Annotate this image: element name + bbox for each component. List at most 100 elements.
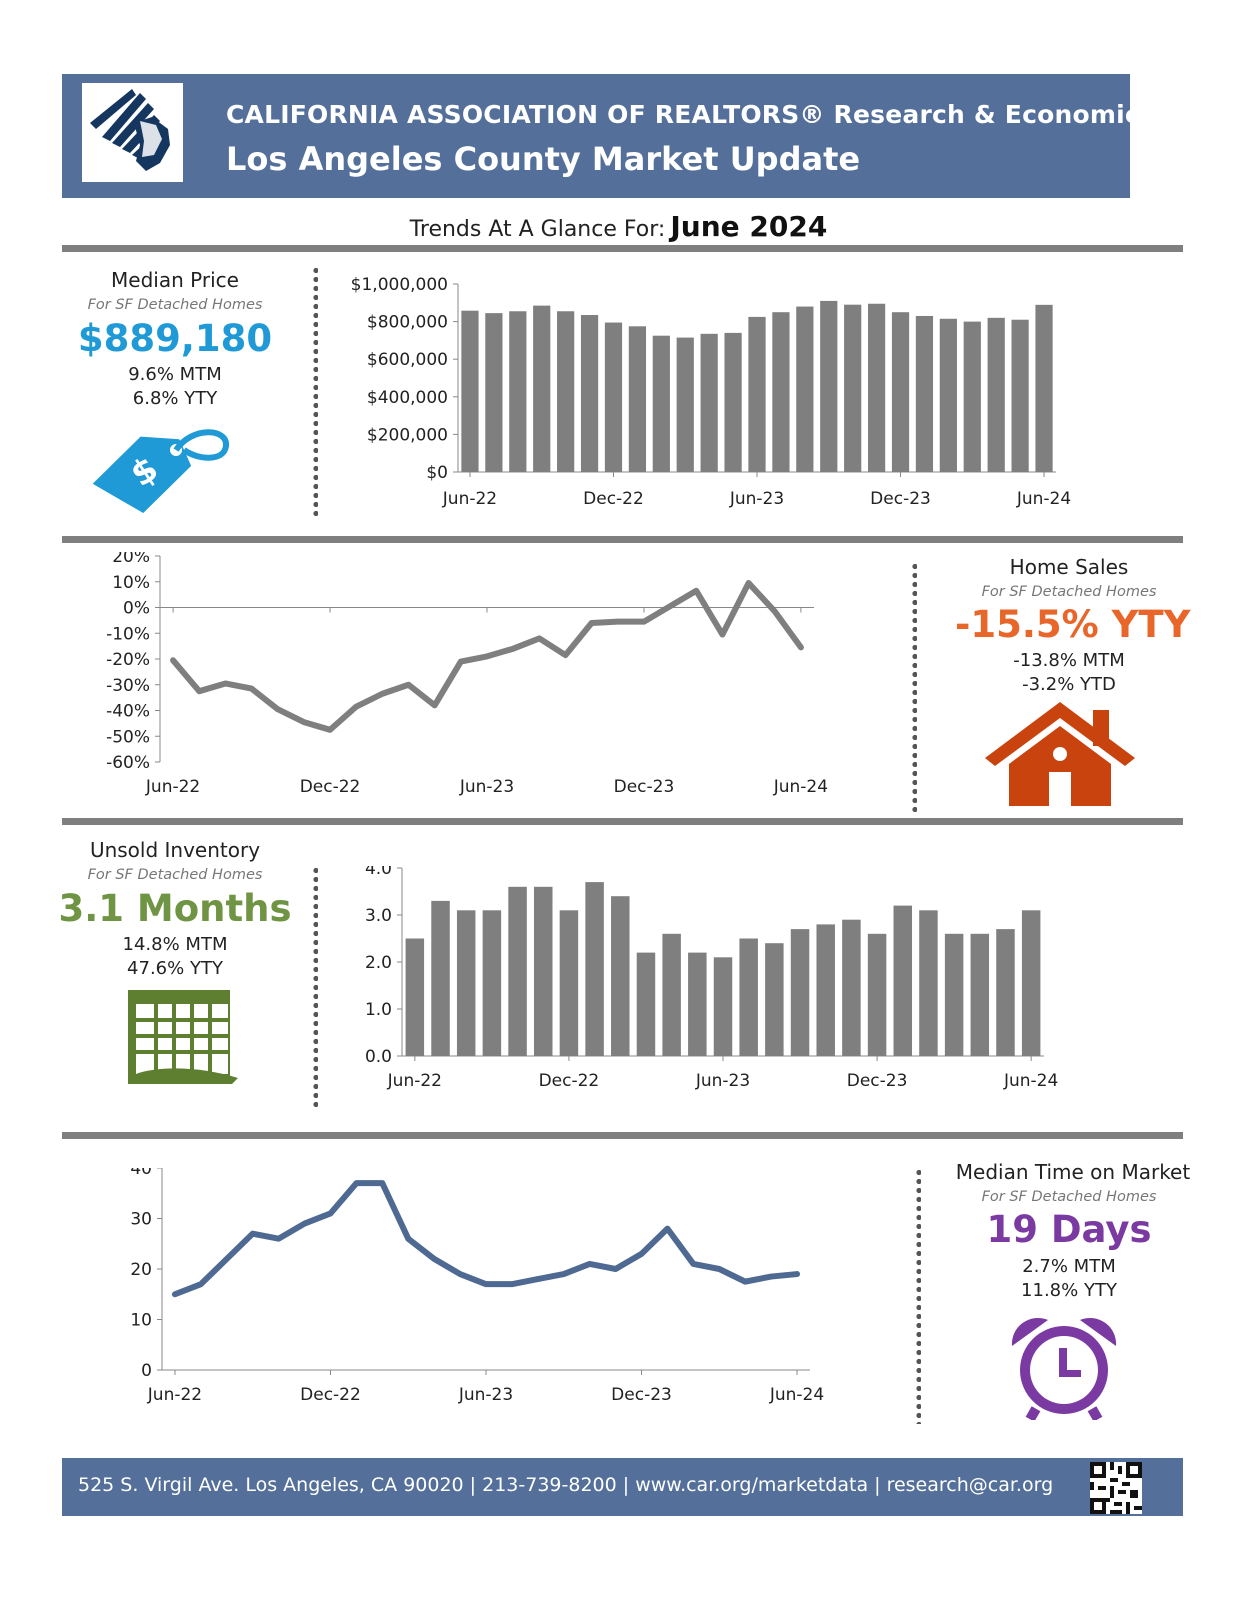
- inventory-mtm: 14.8% MTM: [122, 934, 228, 955]
- bar: [970, 933, 990, 1056]
- bar: [724, 332, 742, 472]
- bar: [508, 886, 527, 1056]
- time-on-market-value: 19 Days: [986, 1208, 1152, 1251]
- bar: [636, 952, 656, 1056]
- home-sales-title: Home Sales: [1009, 555, 1129, 579]
- median-price-value: $889,180: [77, 317, 273, 360]
- inventory-value: 3.1 Months: [58, 887, 292, 930]
- home-sales-ytd: -3.2% YTD: [1022, 674, 1116, 695]
- inventory-chart: 0.0 1.0 2.0 3.0 4.0 Jun-22 Dec-22 Jun-23 Dec-23 J…: [365, 866, 1058, 1091]
- home-sales-mtm: -13.8% MTM: [1013, 650, 1125, 671]
- x-tick-label: Jun-24: [769, 1385, 824, 1405]
- bar: [1011, 319, 1029, 472]
- org-title: CALIFORNIA ASSOCIATION OF REALTORS® Rese…: [226, 100, 1155, 129]
- y-tick-label: 10%: [112, 573, 150, 593]
- y-tick-label: $600,000: [367, 350, 448, 370]
- dotted-separator: [912, 562, 917, 812]
- x-tick-label: Jun-23: [458, 1385, 513, 1405]
- bar: [482, 910, 502, 1056]
- median-price-title: Median Price: [111, 268, 239, 292]
- bar: [963, 321, 981, 472]
- time-on-market-yty: 11.8% YTY: [1021, 1280, 1117, 1301]
- dotted-separator: [313, 866, 318, 1110]
- home-sales-subtitle: For SF Detached Homes: [981, 584, 1157, 600]
- bar: [431, 900, 450, 1056]
- bar: [893, 905, 913, 1056]
- x-tick-label: Dec-23: [614, 777, 675, 797]
- y-tick-label: $0: [426, 463, 448, 483]
- alarm-clock-icon: [1004, 1312, 1124, 1424]
- home-sales-chart: -60% -50% -40% -30% -20% -10% 0% 10% 20% Jun-22 De…: [106, 552, 828, 797]
- bar: [585, 882, 604, 1056]
- x-tick-label: Jun-22: [442, 489, 497, 509]
- bar: [1035, 304, 1053, 472]
- calendar-icon: [128, 986, 240, 1090]
- x-tick-label: Jun-23: [695, 1071, 750, 1091]
- house-icon: [985, 700, 1135, 810]
- bar: [867, 933, 887, 1056]
- x-tick-label: Dec-23: [611, 1385, 672, 1405]
- bar: [844, 304, 862, 472]
- x-tick-label: Jun-24: [1003, 1071, 1058, 1091]
- inventory-title: Unsold Inventory: [89, 838, 261, 862]
- bar: [700, 333, 718, 472]
- bar: [456, 910, 476, 1056]
- y-tick-label: 10: [130, 1311, 152, 1331]
- time-on-market-subtitle: For SF Detached Homes: [981, 1189, 1157, 1205]
- median-price-chart: $0 $200,000 $400,000 $600,000 $800,000 $1,000…: [351, 275, 1072, 509]
- price-tag-icon: $: [88, 420, 238, 524]
- x-tick-label: Jun-22: [145, 777, 200, 797]
- bar: [688, 952, 707, 1056]
- y-tick-label: 4.0: [365, 866, 392, 879]
- bar: [944, 933, 964, 1056]
- y-tick-label: -50%: [106, 727, 150, 747]
- bar: [820, 300, 838, 472]
- car-logo-icon: [82, 83, 183, 182]
- y-tick-label: 20: [130, 1260, 152, 1280]
- y-tick-label: $400,000: [367, 388, 448, 408]
- x-tick-label: Dec-22: [300, 1385, 361, 1405]
- bar: [557, 311, 575, 472]
- y-tick-label: 0.0: [365, 1047, 392, 1067]
- x-tick-label: Jun-22: [147, 1385, 202, 1405]
- bar: [461, 310, 479, 472]
- median-price-mtm: 9.6% MTM: [128, 364, 222, 385]
- bar: [939, 318, 957, 472]
- median-price-subtitle: For SF Detached Homes: [87, 297, 263, 313]
- bar: [533, 305, 551, 472]
- bar: [796, 306, 814, 472]
- y-tick-label: 30: [130, 1210, 152, 1230]
- dotted-separator: [313, 266, 318, 516]
- bar: [790, 929, 810, 1056]
- bar: [713, 957, 733, 1056]
- y-tick-label: -60%: [106, 753, 150, 773]
- x-tick-label: Jun-22: [387, 1071, 442, 1091]
- x-tick-label: Dec-22: [583, 489, 644, 509]
- median-price-yty: 6.8% YTY: [132, 388, 218, 409]
- bar: [1021, 910, 1041, 1056]
- time-on-market-mtm: 2.7% MTM: [1022, 1256, 1116, 1277]
- trends-month: June 2024: [670, 210, 828, 243]
- x-tick-label: Dec-23: [870, 489, 931, 509]
- y-tick-label: -20%: [106, 650, 150, 670]
- y-tick-label: -30%: [106, 676, 150, 696]
- x-tick-label: Dec-22: [539, 1071, 600, 1091]
- bar: [765, 943, 784, 1056]
- x-tick-label: Jun-23: [729, 489, 784, 509]
- x-tick-label: Jun-24: [773, 777, 828, 797]
- section-divider: [62, 1132, 1183, 1139]
- bar: [628, 326, 647, 472]
- time-on-market-title: Median Time on Market: [955, 1160, 1191, 1184]
- trends-label: Trends At A Glance For:: [409, 217, 666, 242]
- report-title: Los Angeles County Market Update: [226, 140, 861, 178]
- bar: [485, 313, 503, 472]
- series-line: [171, 1180, 801, 1298]
- bar: [816, 924, 835, 1056]
- bar: [987, 317, 1005, 472]
- y-tick-label: $800,000: [367, 313, 448, 333]
- y-tick-label: 20%: [112, 552, 150, 567]
- trends-heading: Trends At A Glance For: June 2024: [0, 210, 1237, 243]
- x-tick-label: Dec-23: [847, 1071, 908, 1091]
- bar: [509, 311, 527, 472]
- bar: [405, 938, 425, 1056]
